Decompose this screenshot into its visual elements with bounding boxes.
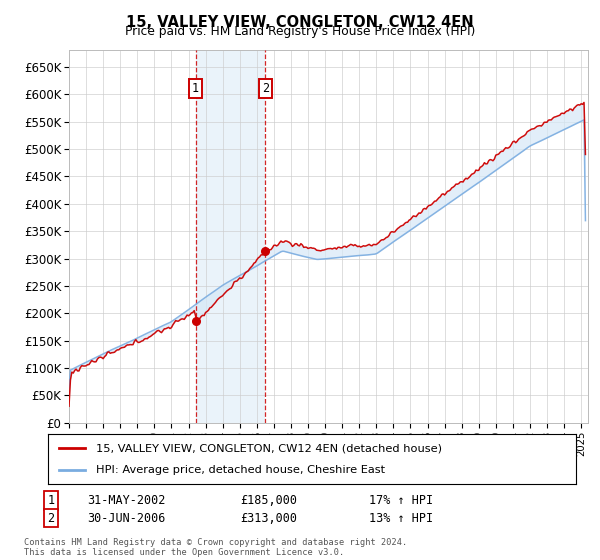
- Text: HPI: Average price, detached house, Cheshire East: HPI: Average price, detached house, Ches…: [95, 465, 385, 475]
- Text: £185,000: £185,000: [240, 493, 297, 507]
- Text: 13% ↑ HPI: 13% ↑ HPI: [369, 511, 433, 525]
- Text: 31-MAY-2002: 31-MAY-2002: [87, 493, 166, 507]
- Text: 2: 2: [47, 511, 55, 525]
- Text: 15, VALLEY VIEW, CONGLETON, CW12 4EN (detached house): 15, VALLEY VIEW, CONGLETON, CW12 4EN (de…: [95, 443, 442, 453]
- Bar: [196, 50, 265, 423]
- Text: £313,000: £313,000: [240, 511, 297, 525]
- Text: 17% ↑ HPI: 17% ↑ HPI: [369, 493, 433, 507]
- Text: 2: 2: [262, 82, 269, 95]
- Text: 1: 1: [47, 493, 55, 507]
- Text: Contains HM Land Registry data © Crown copyright and database right 2024.
This d: Contains HM Land Registry data © Crown c…: [24, 538, 407, 557]
- Text: Price paid vs. HM Land Registry's House Price Index (HPI): Price paid vs. HM Land Registry's House …: [125, 25, 475, 38]
- Text: 30-JUN-2006: 30-JUN-2006: [87, 511, 166, 525]
- Text: 1: 1: [192, 82, 199, 95]
- Text: 15, VALLEY VIEW, CONGLETON, CW12 4EN: 15, VALLEY VIEW, CONGLETON, CW12 4EN: [126, 15, 474, 30]
